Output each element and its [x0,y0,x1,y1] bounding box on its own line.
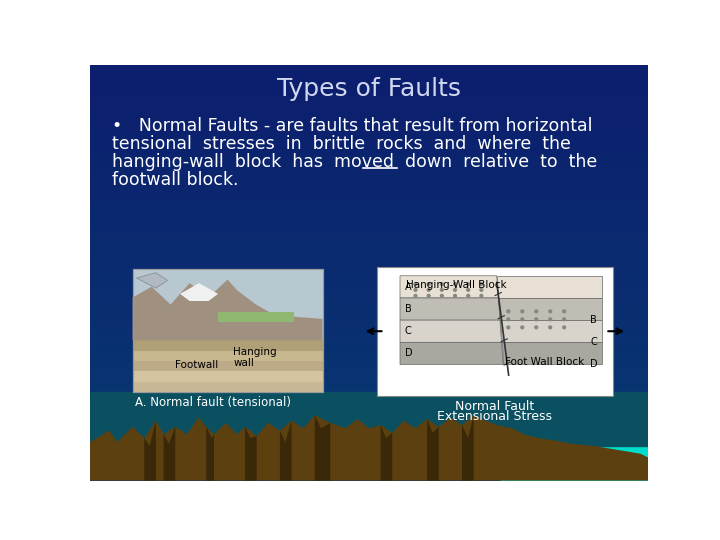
Circle shape [521,318,523,321]
Text: A. Normal fault (tensional): A. Normal fault (tensional) [135,396,291,409]
Text: A: A [405,282,411,292]
Bar [218,312,294,322]
Polygon shape [500,320,601,342]
Polygon shape [427,419,438,481]
Circle shape [427,294,430,297]
Text: D: D [405,348,413,359]
Circle shape [454,294,456,297]
Circle shape [549,310,552,313]
Bar [132,372,323,382]
Polygon shape [400,276,498,298]
Text: Types of Faults: Types of Faults [277,77,461,102]
Polygon shape [498,298,601,320]
Text: C: C [590,338,597,347]
Text: D: D [590,360,598,369]
Text: footwall block.: footwall block. [112,171,238,188]
Polygon shape [315,415,330,481]
Circle shape [454,282,456,285]
Circle shape [414,282,417,285]
Polygon shape [90,415,648,481]
Bar [132,361,323,372]
Circle shape [535,310,538,313]
Text: hanging-wall  block  has  moved  down  relative  to  the: hanging-wall block has moved down relati… [112,153,597,171]
Circle shape [414,288,417,291]
Circle shape [467,294,469,297]
Circle shape [563,318,565,321]
Text: Footwall: Footwall [175,360,218,370]
Circle shape [427,282,430,285]
Polygon shape [132,280,323,340]
Text: Extensional Stress: Extensional Stress [438,410,552,423]
Text: Hanging
wall: Hanging wall [233,347,277,368]
Circle shape [454,288,456,291]
Polygon shape [163,427,175,481]
Polygon shape [400,320,502,342]
Circle shape [563,326,565,329]
Text: •   Normal Faults - are faults that result from horizontal: • Normal Faults - are faults that result… [112,117,593,136]
Circle shape [480,288,483,291]
Circle shape [535,326,538,329]
Bar [90,392,648,446]
Circle shape [549,318,552,321]
Bar [132,340,323,350]
Bar [132,269,323,392]
Polygon shape [137,273,168,288]
Circle shape [441,294,444,297]
Polygon shape [400,342,503,365]
Polygon shape [381,425,392,481]
Circle shape [441,282,444,285]
Polygon shape [144,421,156,481]
Bar [132,382,323,392]
Text: B: B [590,315,597,325]
Text: tensional  stresses  in  brittle  rocks  and  where  the: tensional stresses in brittle rocks and … [112,135,570,153]
Bar [500,438,648,481]
Circle shape [563,310,565,313]
Circle shape [427,288,430,291]
Circle shape [549,326,552,329]
Polygon shape [180,283,218,301]
Bar [132,269,323,340]
Bar [377,267,613,396]
Circle shape [467,288,469,291]
Polygon shape [502,342,601,365]
Polygon shape [245,427,256,481]
Circle shape [414,294,417,297]
Text: B: B [405,304,411,314]
Text: Normal Fault: Normal Fault [455,400,534,413]
Circle shape [441,288,444,291]
Text: Foot Wall Block: Foot Wall Block [505,357,585,367]
Circle shape [507,326,510,329]
Text: Hanging-Wall Block: Hanging-Wall Block [406,280,507,291]
Circle shape [507,310,510,313]
Text: C: C [405,326,411,336]
Circle shape [467,282,469,285]
Circle shape [535,318,538,321]
Bar [132,269,323,392]
Polygon shape [280,421,292,481]
Circle shape [480,294,483,297]
Circle shape [521,310,523,313]
Bar [132,350,323,361]
Circle shape [480,282,483,285]
Circle shape [521,326,523,329]
Circle shape [507,318,510,321]
Polygon shape [462,415,474,481]
Polygon shape [400,298,500,320]
Polygon shape [497,276,601,298]
Polygon shape [206,427,214,481]
